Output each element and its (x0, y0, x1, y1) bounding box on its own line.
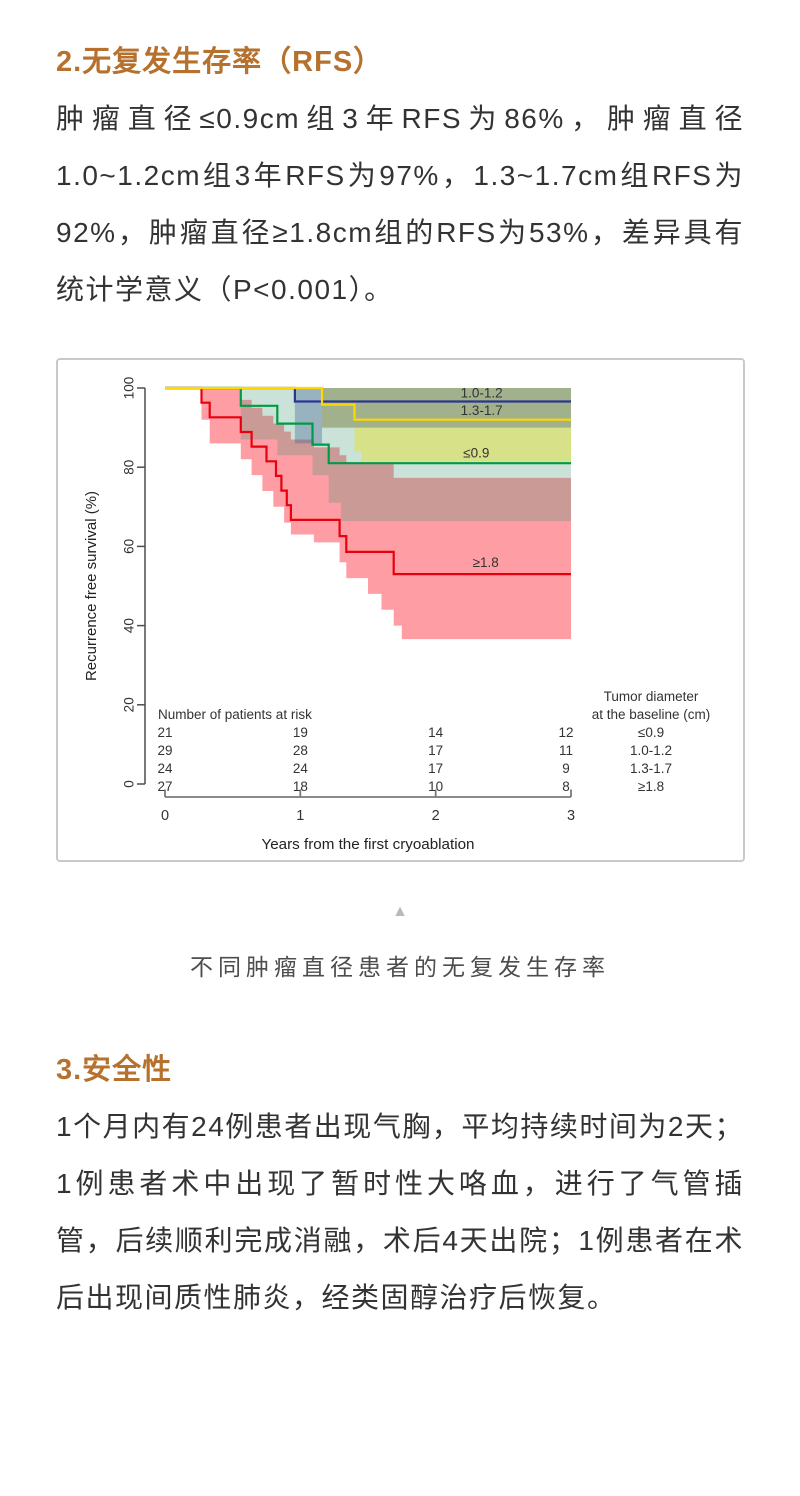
svg-text:9: 9 (562, 761, 570, 776)
svg-text:40: 40 (122, 618, 137, 633)
article-page: 2.无复发生存率（RFS） 肿瘤直径≤0.9cm组3年RFS为86%，肿瘤直径1… (56, 46, 745, 1313)
svg-text:1.3-1.7: 1.3-1.7 (630, 761, 672, 776)
svg-text:17: 17 (428, 743, 443, 758)
svg-text:Years from the first cryoablat: Years from the first cryoablation (261, 836, 474, 853)
section-2-heading: 2.无复发生存率（RFS） (56, 46, 384, 78)
rfs-figure: 0 20 40 60 80 100 Recurrence free survival (%)… (56, 358, 745, 862)
curve-label-≥1.8: ≥1.8 (473, 555, 499, 570)
svg-text:29: 29 (157, 743, 172, 758)
curve-label-≤0.9: ≤0.9 (463, 445, 489, 460)
section-3-heading: 3.安全性 (56, 1054, 173, 1086)
svg-text:60: 60 (122, 539, 137, 554)
svg-text:24: 24 (157, 761, 173, 776)
svg-text:17: 17 (428, 761, 443, 776)
svg-text:0: 0 (122, 780, 137, 788)
svg-text:21: 21 (157, 725, 172, 740)
section-3-paragraph: 1个月内有24例患者出现气胸，平均持续时间为2天；1例患者术中出现了暂时性大咯血… (56, 1111, 744, 1313)
svg-text:28: 28 (293, 743, 308, 758)
svg-text:24: 24 (293, 761, 309, 776)
svg-text:0: 0 (161, 808, 169, 824)
svg-text:1.0-1.2: 1.0-1.2 (630, 743, 672, 758)
ci-band-≤0.9 (240, 388, 572, 522)
svg-text:20: 20 (122, 697, 137, 712)
curve-label-1.0-1.2: 1.0-1.2 (461, 386, 503, 401)
figure-meta: ▲ 不同肿瘤直径患者的无复发生存率 (56, 904, 744, 982)
svg-text:19: 19 (293, 725, 308, 740)
curve-label-1.3-1.7: 1.3-1.7 (461, 403, 503, 418)
figure-caption: 不同肿瘤直径患者的无复发生存率 (190, 954, 610, 980)
svg-text:100: 100 (122, 377, 137, 400)
ci-band-1.3-1.7 (322, 388, 571, 462)
svg-text:Tumor diameter: Tumor diameter (604, 689, 699, 704)
svg-text:11: 11 (559, 743, 573, 758)
km-curve-1.3-1.7 (165, 386, 571, 421)
km-curve-≤0.9 (165, 386, 571, 465)
svg-text:3: 3 (567, 808, 575, 824)
svg-text:≥1.8: ≥1.8 (638, 779, 664, 794)
svg-text:10: 10 (428, 779, 443, 794)
ci-band-≥1.8 (201, 388, 571, 640)
svg-text:80: 80 (122, 460, 137, 475)
svg-text:14: 14 (428, 725, 444, 740)
km-curve-≥1.8 (165, 386, 571, 576)
svg-text:12: 12 (558, 725, 573, 740)
svg-text:Recurrence free survival (%): Recurrence free survival (%) (83, 491, 100, 681)
svg-text:≤0.9: ≤0.9 (638, 725, 664, 740)
svg-text:27: 27 (157, 779, 172, 794)
svg-text:8: 8 (562, 779, 570, 794)
svg-text:at the baseline (cm): at the baseline (cm) (592, 707, 711, 722)
section-2-paragraph: 肿瘤直径≤0.9cm组3年RFS为86%，肿瘤直径1.0~1.2cm组3年RFS… (56, 103, 744, 305)
collapse-triangle-icon: ▲ (392, 903, 408, 920)
svg-text:2: 2 (432, 808, 440, 824)
svg-text:Number of patients at risk: Number of patients at risk (158, 707, 312, 722)
svg-text:18: 18 (293, 779, 308, 794)
svg-text:1: 1 (296, 808, 304, 824)
